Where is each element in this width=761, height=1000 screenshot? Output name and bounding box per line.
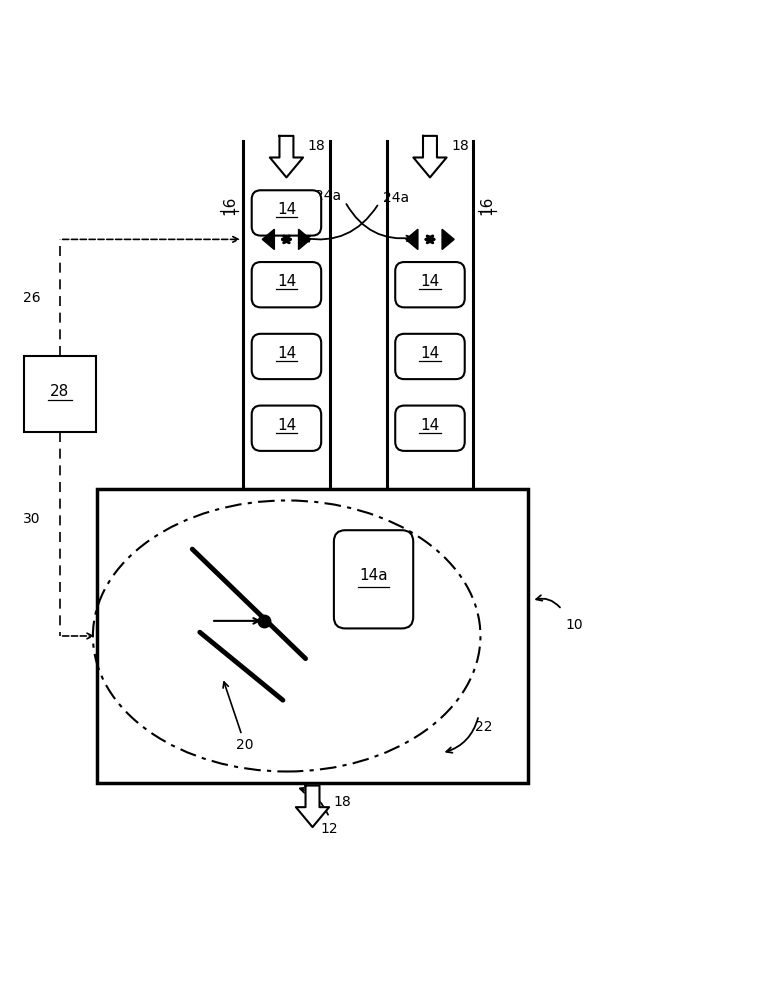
Text: 14: 14	[277, 346, 296, 361]
Polygon shape	[413, 136, 447, 177]
Text: 14: 14	[277, 274, 296, 289]
FancyBboxPatch shape	[395, 406, 465, 451]
Text: 26: 26	[24, 291, 41, 305]
FancyBboxPatch shape	[252, 406, 321, 451]
FancyBboxPatch shape	[252, 262, 321, 307]
Text: 18: 18	[451, 139, 469, 153]
Bar	[97, 489, 528, 783]
Text: 16: 16	[222, 196, 237, 215]
Text: 14: 14	[277, 202, 296, 217]
Polygon shape	[270, 136, 303, 177]
Text: 24a: 24a	[315, 189, 341, 203]
Text: 24a: 24a	[383, 191, 409, 205]
Text: 18: 18	[333, 795, 352, 809]
FancyBboxPatch shape	[252, 190, 321, 236]
Text: 12: 12	[320, 822, 338, 836]
FancyBboxPatch shape	[395, 262, 465, 307]
Text: 30: 30	[24, 512, 41, 526]
Text: 18: 18	[307, 139, 326, 153]
Text: 22: 22	[475, 720, 492, 734]
Text: 20: 20	[223, 682, 254, 752]
Text: 14: 14	[420, 418, 440, 433]
Text: 14a: 14a	[359, 568, 388, 583]
Polygon shape	[296, 786, 329, 827]
Text: 28: 28	[50, 384, 69, 399]
FancyBboxPatch shape	[334, 530, 413, 628]
FancyBboxPatch shape	[395, 334, 465, 379]
Text: 14: 14	[277, 418, 296, 433]
Polygon shape	[442, 229, 454, 250]
Text: 16: 16	[479, 196, 495, 215]
Text: 14: 14	[420, 346, 440, 361]
Polygon shape	[298, 229, 310, 250]
Text: 14: 14	[420, 274, 440, 289]
Polygon shape	[263, 229, 275, 250]
Polygon shape	[406, 229, 418, 250]
Text: 10: 10	[565, 618, 583, 632]
FancyBboxPatch shape	[252, 334, 321, 379]
Bar	[24, 356, 96, 432]
